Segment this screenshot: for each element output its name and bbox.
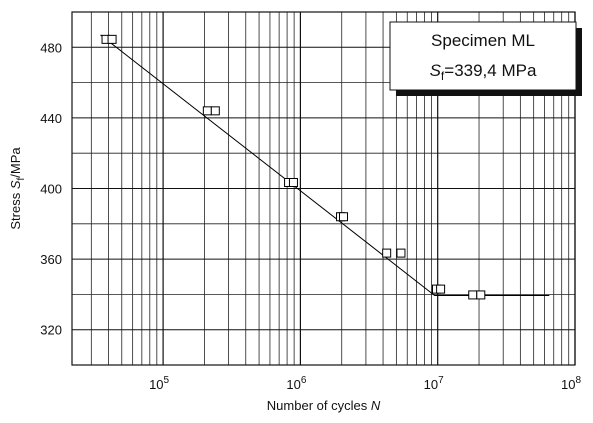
annotation-box <box>389 21 577 91</box>
annotation-title: Specimen ML <box>431 31 535 50</box>
data-point <box>338 212 348 222</box>
y-tick-label: 320 <box>40 323 62 338</box>
data-point <box>107 34 117 44</box>
y-axis-label: Stress Sf/MPa <box>8 147 27 230</box>
data-point <box>468 290 478 300</box>
y-label-symbol: S <box>8 180 23 189</box>
data-point <box>436 284 446 294</box>
data-point <box>202 106 212 116</box>
y-tick-label: 360 <box>40 252 62 267</box>
annotation-symbol: S <box>430 61 442 80</box>
x-tick-exponent: 8 <box>575 375 581 386</box>
plot-frame <box>71 11 576 366</box>
y-tick-label: 400 <box>40 182 62 197</box>
x-axis-label: Number of cycles N <box>267 398 381 413</box>
x-label-symbol: N <box>371 398 381 413</box>
y-label-subscript: f <box>16 177 27 180</box>
x-tick-exponent: 7 <box>438 375 444 386</box>
y-label-text: Stress <box>8 189 23 229</box>
x-tick-base: 10 <box>424 377 438 392</box>
annotation-subscript: f <box>441 69 445 83</box>
x-tick-label: 108 <box>561 375 581 392</box>
fit-line <box>100 34 550 296</box>
data-point <box>396 248 406 258</box>
y-tick-label: 480 <box>40 40 62 55</box>
data-point <box>476 290 486 300</box>
y-tick-label: 440 <box>40 111 62 126</box>
x-tick-base: 10 <box>149 377 163 392</box>
x-tick-label: 107 <box>424 375 444 392</box>
data-point <box>288 177 298 187</box>
data-point <box>210 106 220 116</box>
y-label-unit: /MPa <box>8 147 23 178</box>
x-tick-exponent: 5 <box>164 375 170 386</box>
x-tick-exponent: 6 <box>301 375 307 386</box>
annotation-value: Sf=339,4 MPa <box>430 61 537 83</box>
x-label-text: Number of cycles <box>267 398 371 413</box>
x-tick-label: 106 <box>286 375 306 392</box>
x-tick-base: 10 <box>561 377 575 392</box>
annotation-text: =339,4 MPa <box>444 61 537 80</box>
x-tick-base: 10 <box>286 377 300 392</box>
x-tick-label: 105 <box>149 375 169 392</box>
data-point <box>382 248 392 258</box>
